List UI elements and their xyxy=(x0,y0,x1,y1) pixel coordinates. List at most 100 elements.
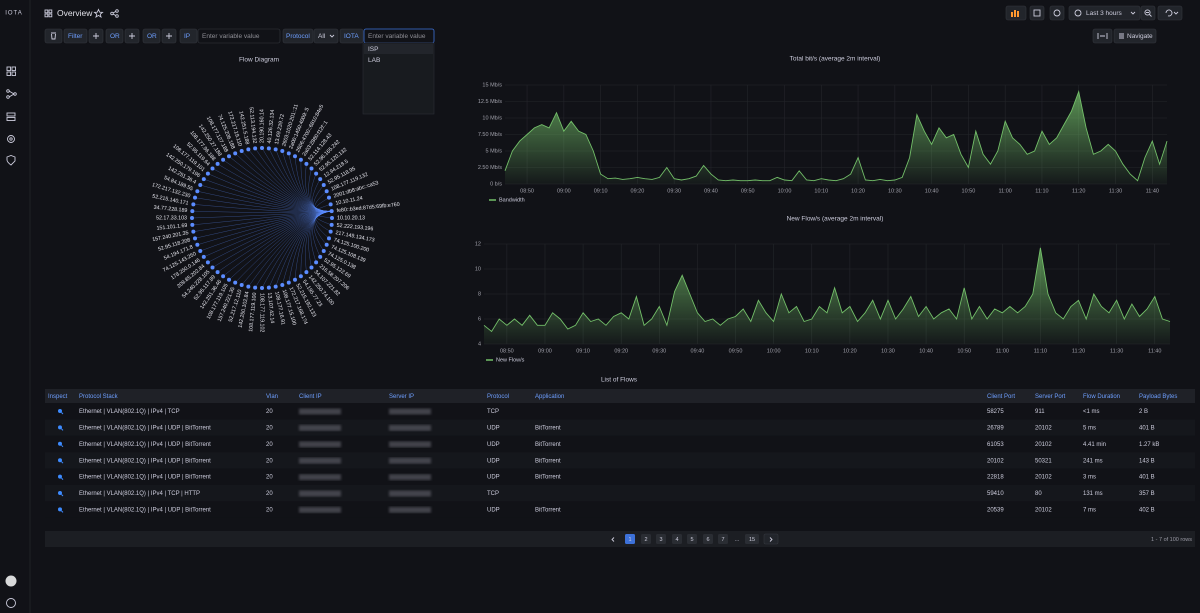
column-header[interactable]: Payload Bytes xyxy=(1139,394,1177,400)
flow-node[interactable] xyxy=(239,149,244,154)
dropdown-option[interactable]: LAB xyxy=(368,57,380,64)
flow-node[interactable] xyxy=(190,222,195,227)
flow-node[interactable] xyxy=(304,270,309,275)
flow-node[interactable] xyxy=(329,222,334,227)
flow-node[interactable] xyxy=(253,146,258,151)
star-icon[interactable] xyxy=(93,8,104,18)
inspect-icon[interactable] xyxy=(58,441,62,446)
flow-node[interactable] xyxy=(233,151,238,156)
flow-node[interactable] xyxy=(215,161,220,166)
flow-node[interactable] xyxy=(201,254,206,259)
help-icon[interactable] xyxy=(6,598,16,608)
column-header[interactable]: Server IP xyxy=(389,394,414,400)
or-button[interactable] xyxy=(105,28,124,44)
navigate-button[interactable] xyxy=(1113,28,1157,44)
flow-node[interactable] xyxy=(193,195,198,200)
flow-node[interactable] xyxy=(260,146,264,150)
avatar[interactable] xyxy=(5,575,17,587)
flow-node[interactable] xyxy=(201,177,206,182)
flow-node[interactable] xyxy=(280,282,285,287)
flow-node[interactable] xyxy=(205,171,210,176)
page-button[interactable] xyxy=(718,534,728,544)
column-header[interactable]: Flow Duration xyxy=(1083,394,1120,400)
or-button[interactable] xyxy=(142,28,161,44)
page-button[interactable] xyxy=(745,534,759,544)
flow-node[interactable] xyxy=(330,216,334,220)
flow-node[interactable] xyxy=(210,265,215,270)
flow-node[interactable] xyxy=(318,177,323,182)
flow-node[interactable] xyxy=(292,154,297,159)
flow-node[interactable] xyxy=(328,202,333,207)
page-button[interactable] xyxy=(656,534,666,544)
dashboard-title[interactable]: Overview xyxy=(57,8,93,18)
flow-node[interactable] xyxy=(326,195,331,200)
flow-node[interactable] xyxy=(318,254,323,259)
flow-node[interactable] xyxy=(195,242,200,247)
flow-node[interactable] xyxy=(193,236,198,241)
filter-button[interactable] xyxy=(63,28,88,44)
flow-node[interactable] xyxy=(215,270,220,275)
flow-node[interactable] xyxy=(324,242,329,247)
column-header[interactable]: Vlan xyxy=(266,394,278,400)
column-header[interactable]: Inspect xyxy=(48,394,68,400)
flow-node[interactable] xyxy=(309,166,314,171)
share-icon[interactable] xyxy=(110,9,119,18)
column-header[interactable]: Application xyxy=(535,394,564,400)
flow-node[interactable] xyxy=(273,147,278,152)
legend-label[interactable]: Bandwidth xyxy=(499,197,525,203)
flow-node[interactable] xyxy=(314,171,319,176)
ip-input[interactable] xyxy=(197,28,281,44)
zoom-out-button[interactable] xyxy=(1140,5,1156,21)
flow-node[interactable] xyxy=(321,183,326,188)
flow-node[interactable] xyxy=(227,154,232,159)
inspect-icon[interactable] xyxy=(58,474,62,479)
column-header[interactable]: Protocol xyxy=(487,394,509,400)
legend-label[interactable]: New Flow/s xyxy=(496,357,525,363)
flow-node[interactable] xyxy=(266,146,271,151)
flow-node[interactable] xyxy=(190,216,194,220)
flow-node[interactable] xyxy=(227,277,232,282)
flow-node[interactable] xyxy=(321,248,326,253)
inspect-icon[interactable] xyxy=(58,425,62,430)
remove-filter-button[interactable] xyxy=(44,28,63,44)
inspect-icon[interactable] xyxy=(58,507,62,512)
flow-node[interactable] xyxy=(221,274,226,279)
flow-node[interactable] xyxy=(195,189,200,194)
flow-node[interactable] xyxy=(309,265,314,270)
inspect-icon[interactable] xyxy=(58,491,62,495)
flow-node[interactable] xyxy=(328,229,333,234)
flow-node[interactable] xyxy=(246,147,251,152)
protocol-select[interactable] xyxy=(313,28,339,44)
column-header[interactable]: Client IP xyxy=(299,394,322,400)
flow-node[interactable] xyxy=(239,282,244,287)
page-button[interactable] xyxy=(672,534,682,544)
prev-page[interactable] xyxy=(611,537,615,542)
flow-node[interactable] xyxy=(298,274,303,279)
dropdown-option[interactable]: ISP xyxy=(368,46,378,53)
flow-node[interactable] xyxy=(286,280,291,285)
save-button[interactable] xyxy=(1029,5,1045,21)
flow-node[interactable] xyxy=(273,284,278,289)
page-button[interactable] xyxy=(687,534,697,544)
page-button[interactable] xyxy=(641,534,651,544)
flow-node[interactable] xyxy=(198,248,203,253)
column-header[interactable]: Client Port xyxy=(987,394,1015,400)
settings-button[interactable] xyxy=(1049,5,1065,21)
inspect-icon[interactable] xyxy=(58,458,62,463)
flow-node[interactable] xyxy=(292,277,297,282)
flow-node[interactable] xyxy=(198,183,203,188)
column-header[interactable]: Protocol Stack xyxy=(79,394,119,400)
flow-node[interactable] xyxy=(246,284,251,289)
flow-node[interactable] xyxy=(280,149,285,154)
flow-node[interactable] xyxy=(221,157,226,162)
page-button[interactable] xyxy=(625,534,635,544)
refresh-button[interactable] xyxy=(1157,5,1183,21)
nav-icons[interactable] xyxy=(6,66,17,166)
flow-node[interactable] xyxy=(233,280,238,285)
flow-node[interactable] xyxy=(304,161,309,166)
flow-node[interactable] xyxy=(326,236,331,241)
flow-node[interactable] xyxy=(298,157,303,162)
flow-node[interactable] xyxy=(191,202,196,207)
page-button[interactable] xyxy=(703,534,713,544)
inspect-icon[interactable] xyxy=(58,409,62,413)
